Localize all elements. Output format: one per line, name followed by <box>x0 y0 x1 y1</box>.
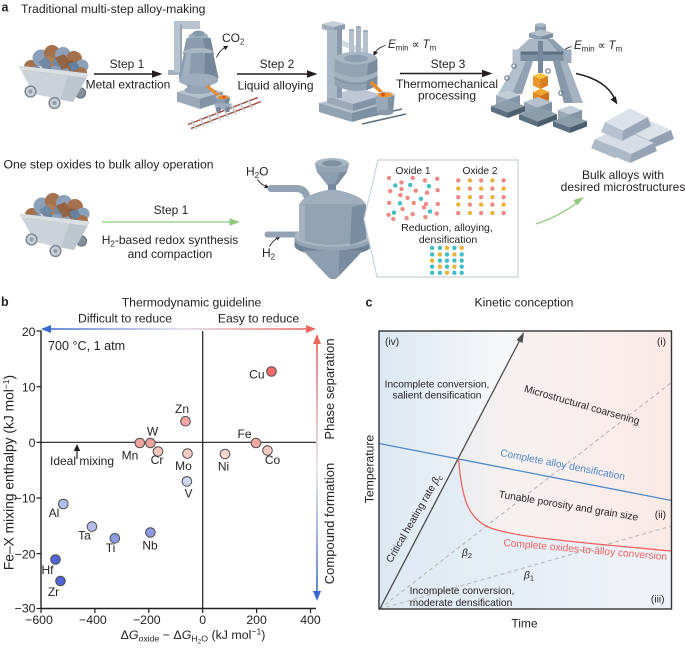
svg-text:Thermomechanical: Thermomechanical <box>396 77 498 91</box>
svg-text:Difficult to reduce: Difficult to reduce <box>78 312 172 326</box>
svg-text:Easy to reduce: Easy to reduce <box>218 312 300 326</box>
svg-text:Ta: Ta <box>78 529 91 543</box>
svg-text:b: b <box>1 295 9 309</box>
svg-text:Oxide 2: Oxide 2 <box>462 166 497 177</box>
svg-text:H2-based redox synthesis: H2-based redox synthesis <box>102 233 239 249</box>
svg-text:Kinetic conception: Kinetic conception <box>475 295 574 309</box>
svg-text:20: 20 <box>22 325 36 339</box>
svg-text:Liquid alloying: Liquid alloying <box>237 79 313 93</box>
svg-text:−600: −600 <box>25 613 53 627</box>
svg-text:One step oxides to bulk alloy: One step oxides to bulk alloy operation <box>4 158 214 172</box>
svg-text:Step 1: Step 1 <box>154 203 189 217</box>
svg-text:β2: β2 <box>461 548 472 560</box>
svg-text:Oxide 1: Oxide 1 <box>395 166 430 177</box>
svg-text:Compound formation: Compound formation <box>322 463 337 584</box>
svg-text:Metal extraction: Metal extraction <box>86 78 171 92</box>
svg-text:Nb: Nb <box>142 539 158 553</box>
svg-text:Fe: Fe <box>237 427 251 441</box>
svg-text:c: c <box>366 296 373 310</box>
svg-text:Phase separation: Phase separation <box>322 338 337 439</box>
svg-text:Mn: Mn <box>122 448 139 462</box>
svg-text:(iv): (iv) <box>385 337 399 348</box>
svg-text:W: W <box>147 425 159 439</box>
svg-text:Step 1: Step 1 <box>110 57 145 71</box>
svg-text:Step 3: Step 3 <box>431 57 466 71</box>
svg-text:β1: β1 <box>523 571 534 583</box>
svg-text:Cr: Cr <box>151 453 164 467</box>
svg-text:−30: −30 <box>15 602 36 616</box>
svg-text:700 °C, 1 atm: 700 °C, 1 atm <box>48 339 125 353</box>
svg-text:Fe–X mixing enthalpy (kJ mol−1: Fe–X mixing enthalpy (kJ mol−1) <box>1 375 17 570</box>
svg-text:Mo: Mo <box>175 459 192 473</box>
svg-text:Emin ∝ Tm: Emin ∝ Tm <box>388 39 437 53</box>
svg-text:−10: −10 <box>15 492 36 506</box>
svg-text:Hf: Hf <box>42 563 55 577</box>
svg-text:Emin ∝ Tm: Emin ∝ Tm <box>574 40 623 54</box>
svg-text:salient densification: salient densification <box>393 391 482 402</box>
svg-text:densification: densification <box>419 234 478 246</box>
svg-text:(ii): (ii) <box>655 510 666 521</box>
svg-text:Reduction, alloying,: Reduction, alloying, <box>401 222 493 234</box>
svg-text:moderate densification: moderate densification <box>410 598 513 609</box>
svg-text:10: 10 <box>22 380 36 394</box>
svg-text:processing: processing <box>418 89 476 103</box>
svg-text:0: 0 <box>29 436 36 450</box>
svg-text:desired microstructures: desired microstructures <box>561 180 685 194</box>
svg-text:Co: Co <box>265 453 281 467</box>
svg-text:CO2: CO2 <box>222 31 245 47</box>
svg-text:Time: Time <box>511 617 538 631</box>
svg-text:0: 0 <box>199 613 206 627</box>
svg-text:Step 2: Step 2 <box>260 57 295 71</box>
svg-text:−200: −200 <box>133 613 161 627</box>
svg-text:H2O: H2O <box>246 165 268 181</box>
svg-text:Cu: Cu <box>249 368 264 382</box>
svg-text:Ti: Ti <box>106 541 116 555</box>
svg-text:Incomplete conversion,: Incomplete conversion, <box>410 586 515 597</box>
svg-text:Bulk alloys with: Bulk alloys with <box>582 168 664 182</box>
svg-text:and compaction: and compaction <box>128 247 213 261</box>
svg-text:(i): (i) <box>657 337 666 348</box>
svg-text:Temperature: Temperature <box>363 435 377 504</box>
svg-text:V: V <box>184 487 192 501</box>
svg-text:Al: Al <box>49 506 60 520</box>
svg-text:Zn: Zn <box>175 402 189 416</box>
svg-text:400: 400 <box>300 613 321 627</box>
svg-text:Zr: Zr <box>48 585 59 599</box>
svg-text:(iii): (iii) <box>651 595 665 606</box>
svg-text:−400: −400 <box>79 613 107 627</box>
svg-text:Ni: Ni <box>218 460 229 474</box>
svg-text:a: a <box>2 1 10 15</box>
svg-text:Incomplete conversion,: Incomplete conversion, <box>385 380 490 391</box>
svg-text:200: 200 <box>246 613 267 627</box>
svg-text:Ideal mixing: Ideal mixing <box>50 454 114 468</box>
svg-text:Traditional multi-step alloy-m: Traditional multi-step alloy-making <box>21 2 205 16</box>
svg-text:−20: −20 <box>15 547 36 561</box>
svg-text:Thermodynamic guideline: Thermodynamic guideline <box>122 295 262 309</box>
